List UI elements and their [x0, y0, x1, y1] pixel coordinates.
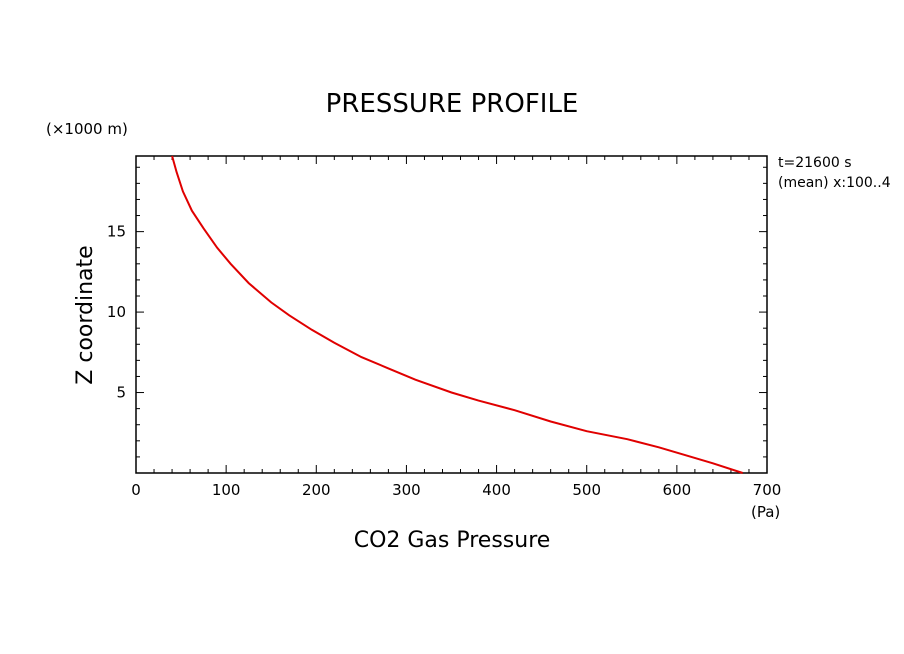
x-tick-label: 700: [753, 481, 782, 499]
x-tick-label: 300: [392, 481, 421, 499]
x-tick-label: 400: [482, 481, 511, 499]
y-tick-labels: 5 10 15: [107, 223, 126, 402]
x-axis-title: CO2 Gas Pressure: [354, 528, 551, 553]
y-axis-title: Z coordinate: [73, 245, 98, 384]
chart-title: PRESSURE PROFILE: [326, 89, 579, 119]
annotation-time: t=21600 s: [778, 155, 852, 171]
x-axis-ticks: [135, 156, 768, 473]
plot-frame: [135, 155, 768, 474]
y-axis-ticks: [136, 166, 767, 458]
x-tick-label: 0: [131, 481, 141, 499]
y-tick-label: 10: [107, 303, 126, 321]
series-line-co2-pressure: [171, 155, 744, 474]
x-tick-label: 100: [212, 481, 241, 499]
y-tick-label: 5: [116, 384, 126, 402]
x-tick-label: 600: [663, 481, 692, 499]
annotation-mean: (mean) x:100..4: [778, 175, 891, 191]
x-unit-label: (Pa): [751, 503, 780, 521]
y-unit-label: (×1000 m): [46, 120, 128, 138]
x-tick-label: 500: [572, 481, 601, 499]
x-tick-labels: 0 100 200 300 400 500 600 700: [131, 481, 781, 499]
x-tick-label: 200: [302, 481, 331, 499]
y-tick-label: 15: [107, 223, 126, 241]
